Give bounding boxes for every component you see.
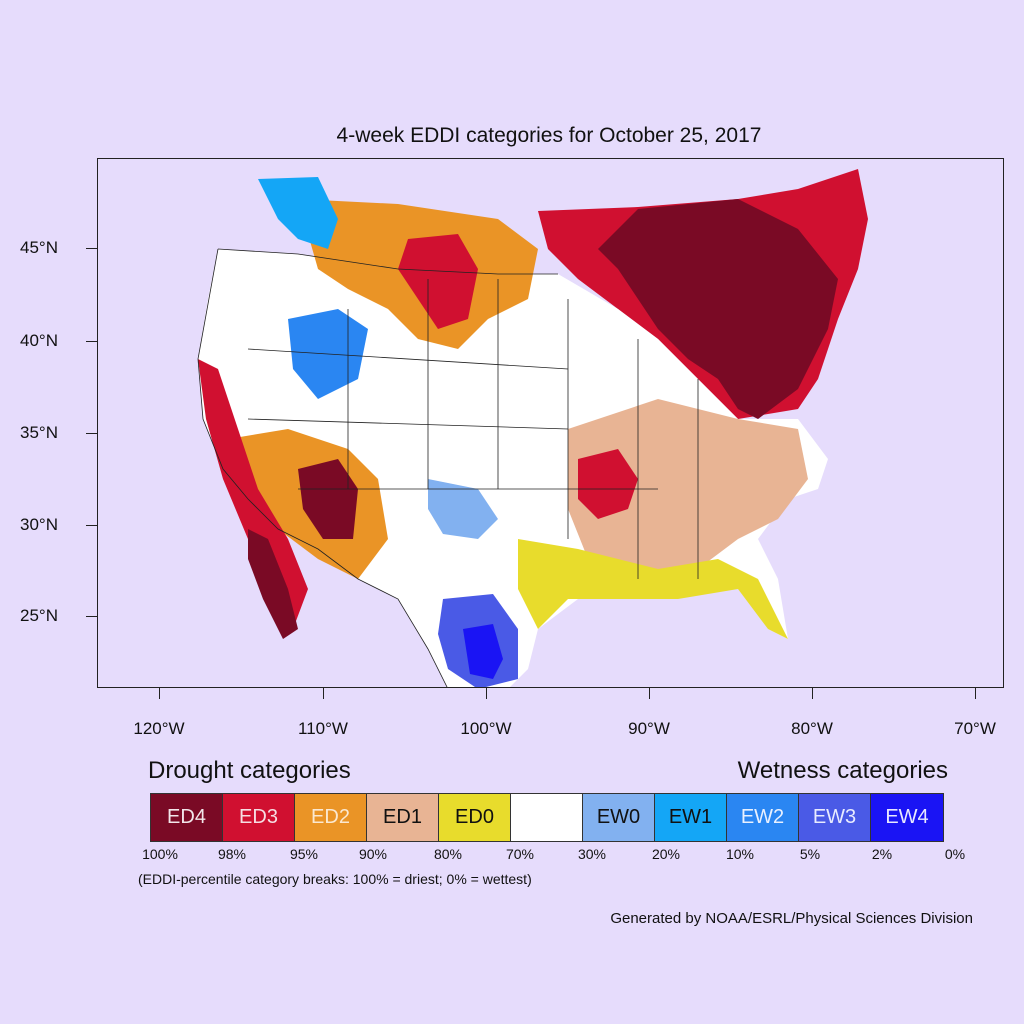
legend-swatch-ew1: EW1 — [655, 794, 727, 841]
region-south-texas-core — [463, 624, 503, 679]
legend-swatch-label: EW4 — [885, 806, 929, 828]
category-legend: ED4 ED3 ED2 ED1 ED0 EW0 EW1 EW2 EW3 EW4 — [150, 793, 944, 842]
map-frame — [97, 158, 1004, 688]
lat-tick — [86, 616, 97, 617]
break-label: 98% — [217, 846, 247, 862]
legend-swatch-ew0: EW0 — [583, 794, 655, 841]
break-label: 30% — [577, 846, 607, 862]
legend-swatch-ed1: ED1 — [367, 794, 439, 841]
lat-tick — [86, 525, 97, 526]
lon-tick — [486, 688, 487, 699]
credit-line: Generated by NOAA/ESRL/Physical Sciences… — [610, 910, 973, 927]
legend-swatch-ew3: EW3 — [799, 794, 871, 841]
eddi-map — [98, 159, 1003, 687]
break-label: 5% — [799, 846, 821, 862]
region-southern-plains-new-mexico — [428, 479, 498, 539]
region-arizona-new-mexico-border — [298, 459, 358, 539]
legend-swatch-label: EW0 — [596, 806, 641, 828]
break-label: 95% — [289, 846, 319, 862]
region-california-coast — [198, 359, 308, 629]
legend-swatch-ed4: ED4 — [151, 794, 223, 841]
region-northern-plains-core — [398, 234, 478, 329]
lon-label: 120°W — [133, 719, 185, 738]
lon-tick — [649, 688, 650, 699]
region-northeast-us-great-lakes — [598, 199, 838, 419]
legend-swatch-label: ED1 — [383, 806, 422, 828]
legend-swatch-ed0: ED0 — [439, 794, 511, 841]
legend-swatch-label: ED4 — [167, 806, 206, 828]
legend-swatch-ew2: EW2 — [727, 794, 799, 841]
lat-label: 25°N — [20, 606, 58, 625]
break-label: 0% — [944, 846, 966, 862]
legend-swatch-label: EW3 — [812, 806, 857, 828]
break-label: 20% — [651, 846, 681, 862]
lon-tick — [323, 688, 324, 699]
break-label: 10% — [725, 846, 755, 862]
lat-label: 30°N — [20, 515, 58, 534]
lat-label: 40°N — [20, 331, 58, 350]
breaks-note: (EDDI-percentile category breaks: 100% =… — [138, 871, 532, 887]
break-label: 70% — [505, 846, 535, 862]
legend-swatch-neutral — [511, 794, 583, 841]
break-label: 90% — [358, 846, 388, 862]
region-baja-california — [248, 529, 298, 639]
break-label: 2% — [871, 846, 893, 862]
lon-tick — [975, 688, 976, 699]
lat-label: 45°N — [20, 238, 58, 257]
map-title: 4-week EDDI categories for October 25, 2… — [336, 124, 762, 147]
lon-label: 70°W — [954, 719, 996, 738]
break-label: 100% — [142, 846, 178, 862]
lat-label: 35°N — [20, 423, 58, 442]
legend-swatch-label: ED0 — [455, 806, 494, 828]
lat-tick — [86, 248, 97, 249]
legend-swatch-ed2: ED2 — [295, 794, 367, 841]
lon-label: 110°W — [298, 719, 348, 738]
political-boundaries — [197, 248, 699, 687]
region-southeast — [568, 399, 808, 579]
lon-tick — [812, 688, 813, 699]
lat-tick — [86, 341, 97, 342]
legend-swatch-label: EW2 — [740, 806, 785, 828]
lat-tick — [86, 433, 97, 434]
region-pacific-northwest-interior — [258, 177, 338, 249]
break-label: 80% — [433, 846, 463, 862]
drought-categories-heading: Drought categories — [148, 757, 351, 784]
legend-swatch-ew4: EW4 — [871, 794, 943, 841]
legend-swatch-label: EW1 — [668, 806, 713, 828]
region-mid-south — [578, 449, 638, 519]
lon-tick — [159, 688, 160, 699]
lon-label: 100°W — [460, 719, 512, 738]
lon-label: 90°W — [628, 719, 670, 738]
lon-label: 80°W — [791, 719, 833, 738]
legend-swatch-label: ED2 — [311, 806, 350, 828]
region-gulf-coast — [518, 539, 788, 639]
legend-swatch-ed3: ED3 — [223, 794, 295, 841]
wetness-categories-heading: Wetness categories — [737, 757, 948, 784]
legend-swatch-label: ED3 — [239, 806, 278, 828]
